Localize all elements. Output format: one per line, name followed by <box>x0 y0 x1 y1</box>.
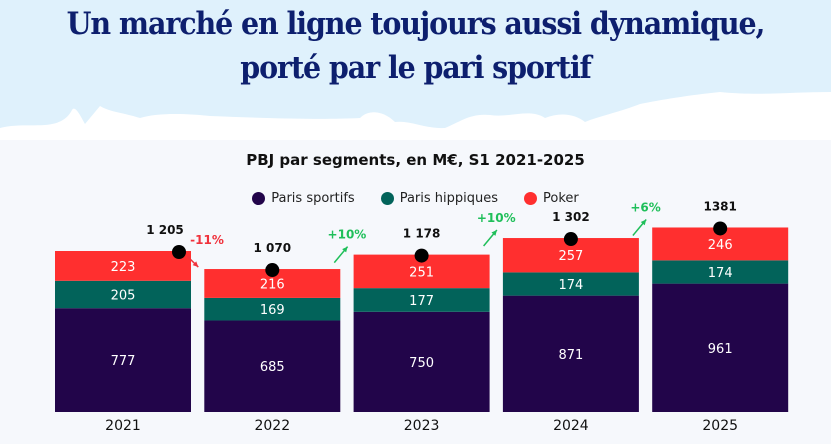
legend-label: Paris hippiques <box>399 191 499 206</box>
growth-arrow-head <box>640 219 647 226</box>
segment-value-label: 177 <box>409 294 434 309</box>
category-label: 2025 <box>702 418 738 434</box>
bar-segment-paris-hippiques <box>204 297 341 321</box>
growth-arrow-head <box>192 261 199 268</box>
bar-segment-paris-sportifs <box>652 283 789 412</box>
segment-value-label: 257 <box>558 249 583 264</box>
segment-value-label: 223 <box>111 260 136 275</box>
page-title-line1: Un marché en ligne toujours aussi dynami… <box>66 6 766 42</box>
total-marker-dot <box>563 232 578 247</box>
segment-value-label: 777 <box>111 354 136 369</box>
legend-swatch-poker <box>524 192 538 205</box>
bar-segment-paris-hippiques <box>55 280 191 309</box>
total-value-label: 1 070 <box>254 241 292 255</box>
legend-item-paris-hippiques: Paris hippiques <box>380 191 499 206</box>
segment-value-label: 169 <box>260 303 285 318</box>
chart-legend: Paris sportifs Paris hippiques Poker <box>0 191 831 206</box>
legend-label: Paris sportifs <box>271 191 355 206</box>
legend-item-poker: Poker <box>524 191 579 206</box>
legend-item-paris-sportifs: Paris sportifs <box>252 191 355 206</box>
total-marker-dot <box>414 248 429 263</box>
growth-percent-label: +10% <box>328 228 367 242</box>
legend-label: Poker <box>543 191 579 206</box>
total-value-label: 1 302 <box>552 210 590 224</box>
growth-arrow-head <box>491 230 497 236</box>
segment-value-label: 216 <box>260 277 285 292</box>
category-label: 2021 <box>105 418 141 434</box>
growth-percent-label: +6% <box>630 200 660 214</box>
bar-segment-paris-sportifs <box>353 311 490 412</box>
segment-value-label: 685 <box>260 360 285 375</box>
bar-segment-paris-sportifs <box>55 308 191 412</box>
growth-percent-label: +10% <box>477 211 516 225</box>
segment-value-label: 174 <box>558 278 583 293</box>
segment-value-label: 871 <box>558 348 583 363</box>
bar-segment-paris-sportifs <box>502 295 639 412</box>
segment-value-label: 750 <box>409 356 434 371</box>
segment-value-label: 961 <box>708 342 733 357</box>
bar-segment-paris-hippiques <box>502 272 639 296</box>
bar-segment-paris-sportifs <box>204 320 341 412</box>
bar-segment-paris-hippiques <box>353 288 490 312</box>
total-value-label: 1 205 <box>146 223 184 237</box>
segment-value-label: 174 <box>708 266 733 281</box>
chart-title: PBJ par segments, en M€, S1 2021-2025 <box>246 151 585 169</box>
total-marker-dot <box>713 221 728 236</box>
segment-value-label: 205 <box>111 288 136 303</box>
torn-paper-decoration <box>0 92 831 140</box>
growth-arrow-head <box>342 246 348 253</box>
legend-swatch-paris-sportifs <box>252 192 266 205</box>
total-value-label: 1381 <box>703 199 736 213</box>
bar-segment-paris-hippiques <box>652 260 789 284</box>
category-label: 2022 <box>254 418 290 434</box>
bar-segment-poker <box>55 251 191 281</box>
page-title: Un marché en ligne toujours aussi dynami… <box>33 2 798 90</box>
page-title-line2: porté par le pari sportif <box>240 50 592 86</box>
category-label: 2023 <box>404 418 440 434</box>
growth-percent-label: -11% <box>190 233 224 247</box>
segment-value-label: 251 <box>409 265 434 280</box>
total-marker-dot <box>265 263 280 278</box>
legend-swatch-paris-hippiques <box>380 192 394 205</box>
segment-value-label: 246 <box>708 238 733 253</box>
total-marker-dot <box>172 245 186 259</box>
category-label: 2024 <box>553 418 589 434</box>
total-value-label: 1 178 <box>403 227 441 241</box>
header-banner: Un marché en ligne toujours aussi dynami… <box>0 0 831 140</box>
